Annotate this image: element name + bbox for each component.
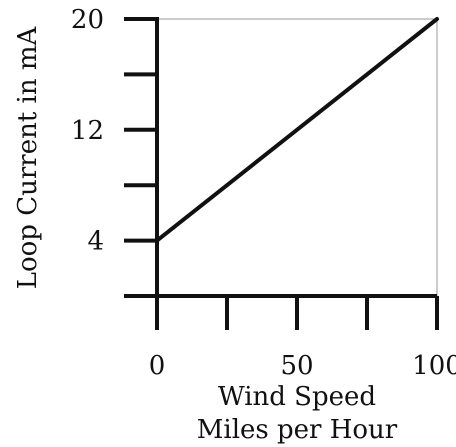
labels-layer: Loop Current in mA Wind Speed Miles per …: [13, 25, 398, 445]
y-axis-label: Loop Current in mA: [13, 25, 43, 289]
series-layer: [155, 17, 439, 243]
x-axis-label: Wind Speed: [218, 382, 376, 412]
y-tick-label-0: 4: [87, 227, 104, 257]
x-tick-label-1: 50: [280, 351, 313, 381]
y-tick-label-1: 12: [71, 116, 104, 146]
axes: [124, 17, 437, 330]
ticks: 4 12 20 0 50 100: [71, 5, 456, 381]
series-line-0: [155, 17, 439, 243]
x-tick-label-0: 0: [149, 351, 166, 381]
plot-frame: [157, 18, 438, 296]
x-tick-label-2: 100: [412, 351, 456, 381]
y-tick-label-2: 20: [71, 5, 104, 35]
x-axis-label-line2: Miles per Hour: [197, 415, 398, 445]
